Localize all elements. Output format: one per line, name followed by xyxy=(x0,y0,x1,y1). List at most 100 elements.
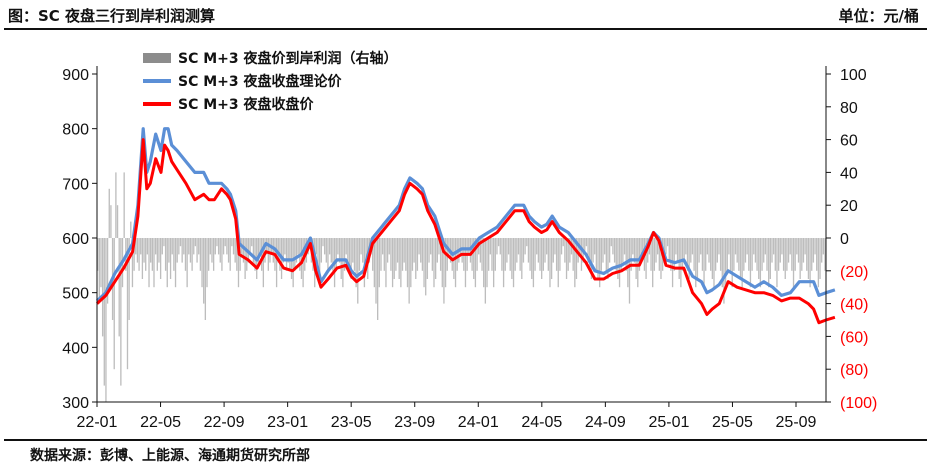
spread-bar xyxy=(468,238,470,255)
spread-bar xyxy=(231,238,233,247)
spread-bar xyxy=(696,238,699,279)
spread-bar xyxy=(768,238,770,288)
spread-bar xyxy=(731,238,733,288)
spread-bar xyxy=(537,238,540,263)
spread-bar xyxy=(154,238,157,255)
spread-bar xyxy=(179,238,182,247)
spread-bar xyxy=(670,238,672,271)
spread-bar xyxy=(761,238,763,271)
spread-bar xyxy=(254,238,256,271)
spread-bar xyxy=(325,238,327,263)
spread-bar xyxy=(719,238,722,271)
spread-bar xyxy=(98,238,100,304)
spread-bar xyxy=(360,238,362,255)
spread-bar xyxy=(262,238,265,288)
spread-bar xyxy=(665,238,667,255)
spread-bar xyxy=(110,205,112,238)
spread-bar xyxy=(434,238,437,279)
spread-bar xyxy=(678,238,680,279)
spread-bar xyxy=(378,238,380,288)
spread-bar xyxy=(327,238,329,271)
spread-bar xyxy=(516,238,518,263)
spread-bar xyxy=(685,238,687,255)
spread-bar xyxy=(118,238,120,337)
spread-bar xyxy=(372,238,374,271)
spread-bar xyxy=(131,238,134,288)
price-lines xyxy=(95,127,836,325)
spread-bar xyxy=(420,238,422,263)
spread-bars xyxy=(97,172,826,402)
spread-bar xyxy=(209,238,211,255)
spread-bar xyxy=(347,238,349,263)
spread-bar xyxy=(777,238,780,271)
spread-bar xyxy=(198,238,200,255)
spread-bar xyxy=(797,238,800,263)
spread-bar xyxy=(222,238,225,255)
spread-bar xyxy=(695,238,697,288)
spread-bar xyxy=(786,238,788,271)
spread-bar xyxy=(557,238,559,288)
spread-bar xyxy=(227,238,230,263)
spread-bar xyxy=(146,238,149,255)
legend-swatch xyxy=(143,53,171,63)
spread-bar xyxy=(703,238,705,288)
spread-bar xyxy=(542,238,545,271)
spread-bar xyxy=(459,238,462,255)
spread-bar xyxy=(545,238,548,255)
spread-bar xyxy=(201,238,203,288)
spread-bar xyxy=(249,238,251,255)
spread-bar xyxy=(456,238,458,271)
spread-bar xyxy=(203,238,205,304)
spread-bar xyxy=(161,238,163,255)
spread-bar xyxy=(713,238,715,288)
spread-bar xyxy=(673,238,675,271)
spread-bar xyxy=(428,238,430,263)
spread-bar xyxy=(206,238,208,288)
spread-bar xyxy=(408,238,410,304)
spread-bar xyxy=(169,238,172,279)
spread-bar xyxy=(383,238,385,271)
spread-bar xyxy=(653,238,656,271)
spread-bar xyxy=(105,238,107,402)
x-tick-label: 24-05 xyxy=(521,414,562,431)
spread-bar xyxy=(145,238,147,271)
header-divider xyxy=(4,28,927,30)
spread-bar xyxy=(514,238,516,271)
spread-bar xyxy=(295,238,298,263)
spread-bar xyxy=(484,238,487,304)
spread-bar xyxy=(405,238,407,271)
spread-bar xyxy=(608,238,611,263)
spread-bar xyxy=(550,238,553,279)
spread-bar xyxy=(267,238,269,271)
spread-bar xyxy=(801,238,803,271)
spread-bar xyxy=(789,238,791,255)
spread-bar xyxy=(580,238,583,271)
spread-bar xyxy=(741,238,743,288)
spread-bar xyxy=(473,238,475,279)
chart-axes: 300 400 500 600 700 800 900 100 80 60 40 20 0 (20) (40… xyxy=(62,66,877,431)
chart-header: 图：SC 夜盘三行到岸利润测算 单位：元/桶 xyxy=(0,0,931,28)
spread-bar xyxy=(138,238,140,271)
spread-bar xyxy=(236,238,238,271)
spread-bar xyxy=(734,238,737,255)
spread-bar xyxy=(706,238,709,255)
spread-bar xyxy=(792,238,795,288)
spread-bar xyxy=(259,238,261,255)
spread-bar xyxy=(401,238,404,271)
spread-bar xyxy=(277,238,279,263)
spread-bar xyxy=(517,238,520,255)
spread-bar xyxy=(637,238,639,288)
right-tick-label: 0 xyxy=(840,231,849,248)
spread-bar xyxy=(425,238,427,296)
left-tick-label: 600 xyxy=(62,231,89,248)
spread-bar xyxy=(753,238,755,255)
spread-bar xyxy=(496,238,498,255)
spread-bar xyxy=(328,238,331,255)
spread-bar xyxy=(812,238,815,263)
spread-bar xyxy=(224,238,226,247)
spread-bar xyxy=(237,238,240,288)
spread-bar xyxy=(759,238,762,288)
chart-plot: 300 400 500 600 700 800 900 100 80 60 40 20 0 (20) (40… xyxy=(62,50,877,431)
spread-bar xyxy=(342,238,344,288)
spread-bar xyxy=(640,238,642,263)
